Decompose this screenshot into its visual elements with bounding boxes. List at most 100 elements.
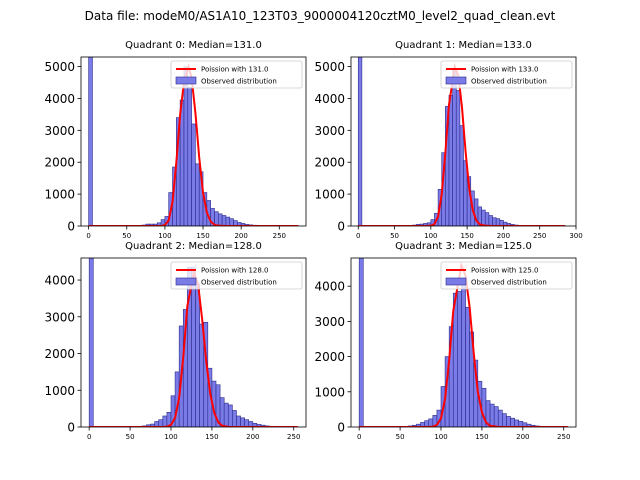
x-tick-label: 150 [475,433,488,441]
legend: Poission with 133.0 Observed distribution [440,60,573,89]
subplot-title: Quadrant 1: Median=133.0 [395,40,532,51]
histogram-bar [455,90,461,226]
x-tick-label: 250 [533,232,546,240]
axes-frame [80,56,307,227]
subplot-title: Quadrant 2: Median=128.0 [125,241,262,252]
subplot-quadrant-1: 0 50 100 150 200 250 300010002000300040005000Q… [314,40,582,240]
histogram-bar [452,67,457,226]
histogram-bar [358,258,364,427]
legend-label-observed: Observed distribution [471,279,547,287]
subplot-title: Quadrant 3: Median=125.0 [395,241,532,252]
histogram-bar [191,123,196,226]
histogram-bar [219,397,225,427]
y-tick-label: 1000 [44,188,75,202]
y-tick-label: 3000 [44,124,75,138]
histogram-bar [489,403,495,427]
y-tick-label: 5000 [314,60,345,74]
x-tick-label: 150 [460,232,473,240]
x-tick-label: 100 [434,433,447,441]
histogram-bar [240,417,245,427]
subplot-title: Quadrant 0: Median=131.0 [125,40,262,51]
figure-suptitle: Data file: modeM0/AS1A10_123T03_90000041… [84,9,556,23]
poisson-fit-line [358,62,566,226]
y-tick-label: 3000 [44,310,75,324]
x-tick-label: 50 [126,433,135,441]
histogram-bar [457,291,462,427]
histogram-bar [448,94,453,226]
x-tick-label: 250 [557,433,570,441]
y-tick-label: 4000 [314,92,345,106]
histogram-bar [162,415,168,427]
x-tick-label: 250 [287,433,300,441]
subplot-quadrant-0: 0 50 100 150 200 250 0 1000 2000 3000 4000 5000 Quad… [44,40,307,240]
legend-label-fit: Poission with 131.0 [201,66,269,74]
histogram-bar [229,218,234,226]
histogram-bar [459,125,464,226]
x-tick-label: 0 [356,232,360,240]
histogram-bar [484,212,490,226]
y-tick-label: 1000 [314,188,345,202]
legend: Poission with 128.0 Observed distribution [170,261,303,290]
y-tick-label: 4000 [314,280,345,294]
legend-frame [440,60,573,89]
y-tick-label: 2000 [314,350,345,364]
x-tick-label: 200 [234,232,247,240]
axes-frame [350,56,577,227]
histogram-bar [88,57,93,226]
histogram-bar [488,215,493,226]
histogram-bar [495,218,501,226]
poisson-fit-line [88,62,299,226]
legend-label-fit: Poission with 133.0 [471,66,539,74]
legend-bar-swatch [175,76,197,85]
y-tick-label: 1000 [314,385,345,399]
histogram-bar [465,306,470,427]
histogram-bar [223,402,229,427]
y-tick-label: 4000 [44,92,75,106]
histogram-bar [481,209,486,226]
legend-bar-swatch [445,76,467,85]
histogram-bar [232,410,237,427]
x-tick-label: 100 [424,232,437,240]
legend: Poission with 131.0 Observed distribution [170,60,303,89]
x-tick-label: 0 [357,433,361,441]
y-tick-label: 0 [67,421,75,435]
histogram-bar [244,419,250,427]
histogram-bar [461,278,466,427]
legend-frame [170,60,303,89]
y-tick-label: 5000 [44,60,75,74]
y-tick-label: 0 [337,220,345,234]
legend-label-fit: Poission with 128.0 [201,267,269,275]
x-tick-label: 150 [205,433,218,441]
legend: Poission with 125.0 Observed distribution [440,261,573,290]
axes-frame [350,257,577,428]
legend-label-fit: Poission with 125.0 [471,267,539,275]
legend-bar-swatch [445,277,467,286]
y-tick-label: 0 [337,421,345,435]
histogram-bar [492,217,497,226]
histogram-bar [227,404,233,427]
legend-label-observed: Observed distribution [201,78,277,86]
y-tick-label: 0 [67,220,75,234]
x-tick-label: 150 [196,232,209,240]
histogram-bar [195,283,200,427]
y-tick-label: 3000 [314,315,345,329]
x-tick-label: 50 [396,433,405,441]
x-tick-label: 250 [273,232,286,240]
histogram-bar [357,57,363,226]
y-tick-label: 2000 [44,156,75,170]
axes-frame [80,257,307,428]
histogram-bar [88,258,94,427]
histogram-bar [221,215,227,226]
histogram-bar [225,216,231,226]
x-tick-label: 200 [246,433,259,441]
histogram-bar [195,163,200,226]
legend-frame [440,261,573,290]
histogram-bar [183,66,189,226]
histogram-bar [493,406,499,427]
x-tick-label: 0 [87,433,91,441]
histogram-bar [510,417,515,427]
x-tick-label: 300 [569,232,582,240]
legend-label-observed: Observed distribution [201,279,277,287]
